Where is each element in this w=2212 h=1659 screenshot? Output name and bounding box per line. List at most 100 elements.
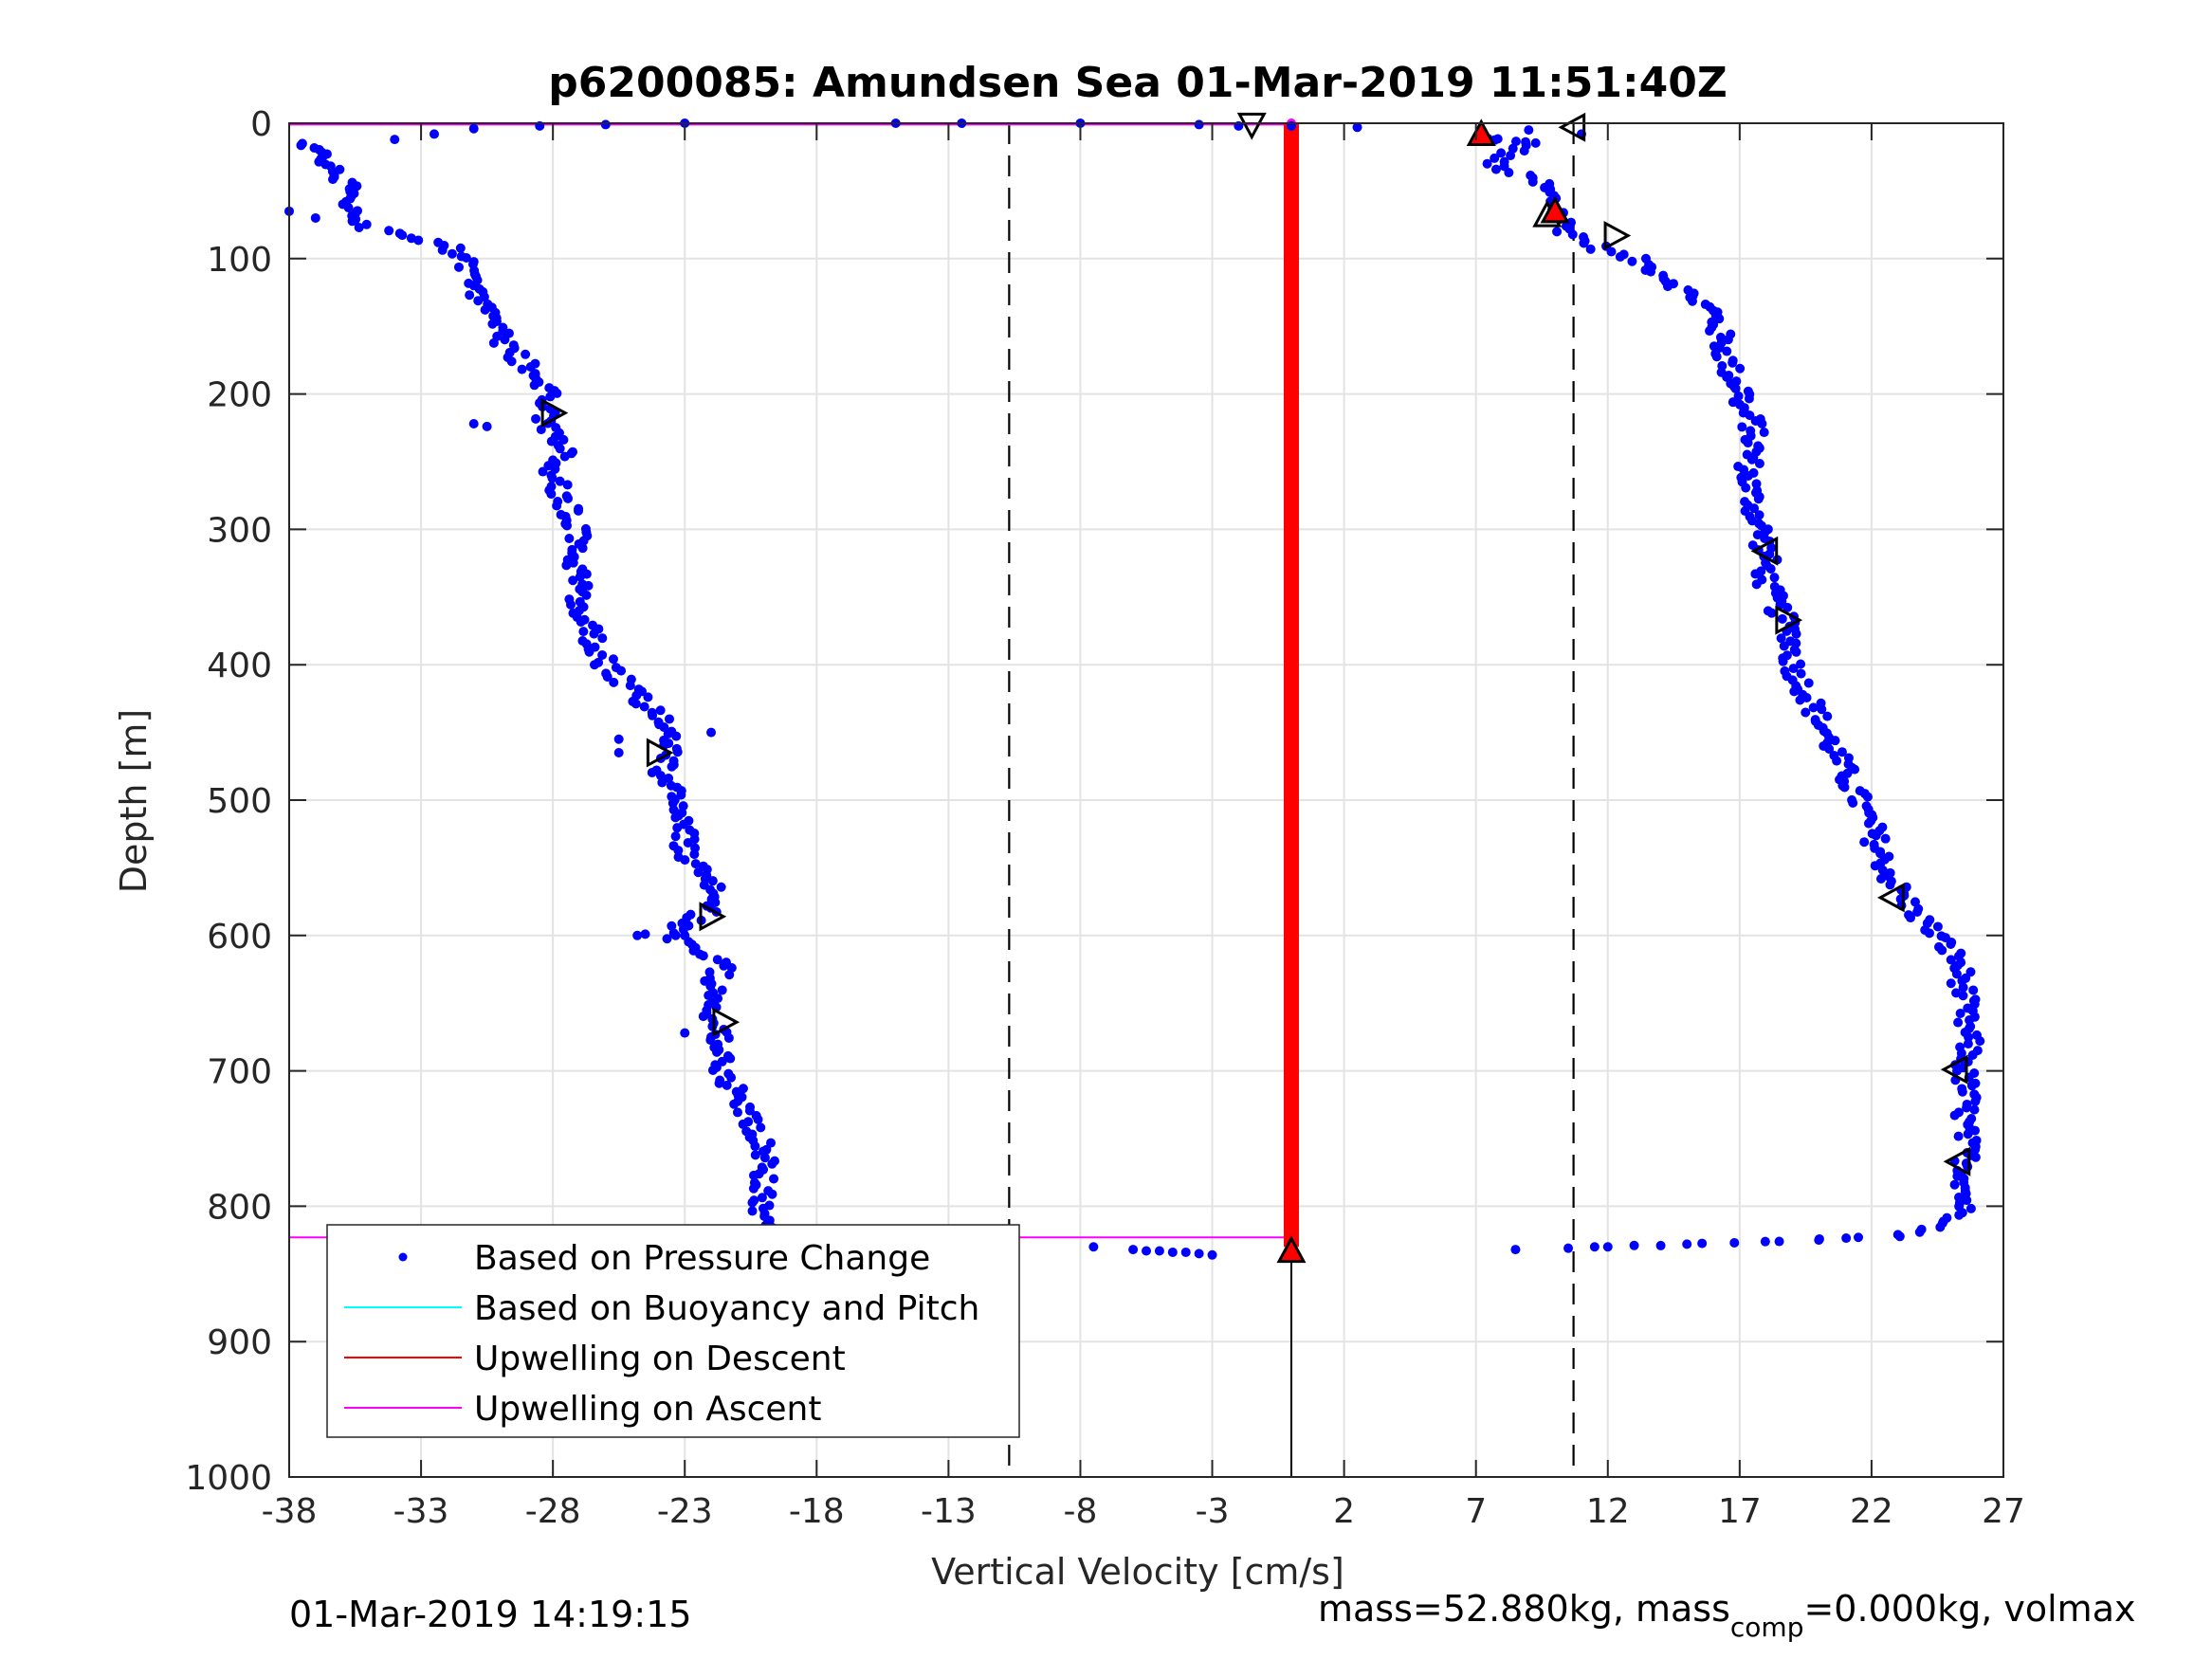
pressure-change-point (1946, 939, 1956, 949)
pressure-change-point (1850, 764, 1860, 775)
open-triangle-marker (1603, 221, 1632, 251)
y-tick-label: 800 (207, 1188, 272, 1227)
pressure-change-point (1524, 125, 1534, 136)
pressure-change-point (766, 1138, 777, 1148)
pressure-change-point (453, 262, 464, 272)
y-tick-label: 700 (207, 1053, 272, 1092)
pressure-change-point (577, 564, 588, 574)
pressure-change-point (556, 509, 566, 520)
pressure-change-point (1970, 1152, 1981, 1162)
pressure-change-point (1859, 837, 1870, 848)
pressure-change-point (722, 1050, 733, 1061)
pressure-change-point (1774, 1236, 1784, 1247)
pressure-change-point (680, 1028, 690, 1038)
pressure-change-point (1791, 629, 1801, 639)
pressure-change-point (1788, 664, 1799, 674)
pressure-change-point (1735, 363, 1746, 374)
pressure-change-point (558, 434, 569, 445)
pressure-change-point (757, 1193, 767, 1203)
pressure-change-point (597, 633, 608, 644)
pressure-change-point (447, 248, 457, 259)
pressure-change-point (707, 876, 718, 886)
pressure-change-point (1814, 1235, 1824, 1246)
pressure-change-point (745, 1102, 756, 1112)
pressure-change-point (640, 929, 650, 939)
pressure-change-point (1871, 830, 1881, 841)
pressure-change-point (670, 831, 681, 842)
pressure-change-point (1615, 251, 1625, 262)
pressure-change-point (538, 466, 548, 477)
pressure-change-point (1737, 422, 1747, 432)
pressure-change-point (639, 702, 649, 712)
pressure-change-point (717, 985, 727, 995)
pressure-change-point (1510, 137, 1521, 147)
x-tick-label: 12 (1586, 1492, 1630, 1531)
pressure-change-point (1128, 1245, 1139, 1255)
pressure-change-point (1627, 256, 1637, 266)
pressure-change-point (655, 705, 666, 716)
pressure-change-point (633, 684, 644, 695)
pressure-change-point (1808, 702, 1819, 713)
pressure-change-point (1969, 1104, 1980, 1115)
pressure-change-point (1552, 227, 1563, 237)
pressure-change-point (666, 780, 676, 791)
pressure-change-point (309, 142, 320, 153)
pressure-change-point (521, 349, 531, 359)
pressure-change-point (761, 1144, 772, 1155)
pressure-change-point (1951, 969, 1962, 979)
pressure-change-point (1194, 119, 1204, 130)
pressure-change-point (668, 928, 679, 939)
pressure-change-point (1862, 792, 1873, 802)
pressure-change-point (626, 674, 636, 684)
chart-title: p6200085: Amundsen Sea 01-Mar-2019 11:51… (548, 59, 1727, 107)
pressure-change-point (530, 358, 540, 369)
pressure-change-point (1892, 1230, 1903, 1240)
footer-mass-text-tail: =0.000kg, volmax (1803, 1588, 2135, 1630)
open-triangle-marker (699, 902, 727, 932)
pressure-change-point (653, 717, 664, 727)
pressure-change-point (455, 243, 466, 253)
pressure-change-point (1765, 564, 1776, 574)
pressure-change-point (578, 627, 589, 637)
pressure-change-point (1841, 1233, 1852, 1244)
pressure-change-point (1585, 244, 1596, 254)
pressure-change-point (1563, 1243, 1574, 1253)
pressure-change-point (531, 413, 541, 424)
pressure-change-point (508, 340, 519, 351)
pressure-change-point (722, 1080, 732, 1090)
pressure-change-point (1766, 608, 1777, 618)
pressure-change-point (662, 934, 672, 944)
open-triangle-marker (540, 398, 569, 428)
pressure-change-point (1906, 913, 1916, 923)
pressure-change-point (1729, 1237, 1740, 1248)
pressure-change-point (483, 299, 493, 309)
pressure-change-point (1154, 1246, 1164, 1256)
pressure-change-point (1863, 818, 1874, 829)
legend-box (326, 1224, 1020, 1438)
open-triangle-marker (1775, 605, 1803, 635)
pressure-change-point (1602, 1242, 1613, 1252)
legend-entry-label: Upwelling on Ascent (474, 1390, 821, 1429)
open-triangle-marker (712, 1007, 740, 1037)
open-triangle-marker (1940, 1054, 1968, 1085)
pressure-change-point (1839, 782, 1850, 793)
x-tick-label: -38 (262, 1492, 318, 1531)
pressure-change-point (1750, 569, 1761, 579)
pressure-change-point (732, 1107, 742, 1118)
pressure-change-point (1803, 678, 1814, 688)
pressure-change-point (406, 233, 416, 244)
pressure-change-point (498, 322, 508, 333)
pressure-change-point (1946, 978, 1956, 989)
pressure-change-point (1924, 928, 1934, 939)
pressure-change-point (1966, 1081, 1977, 1091)
pressure-change-point (1207, 1249, 1217, 1260)
pressure-change-point (1646, 266, 1656, 277)
pressure-change-point (1697, 1238, 1708, 1249)
pressure-change-point (764, 1200, 775, 1211)
pressure-change-point (1714, 314, 1725, 324)
pressure-change-point (390, 135, 400, 145)
pressure-change-point (741, 1126, 752, 1137)
pressure-change-point (1791, 647, 1801, 657)
pressure-change-point (1975, 1036, 1985, 1047)
pressure-change-point (668, 841, 679, 851)
